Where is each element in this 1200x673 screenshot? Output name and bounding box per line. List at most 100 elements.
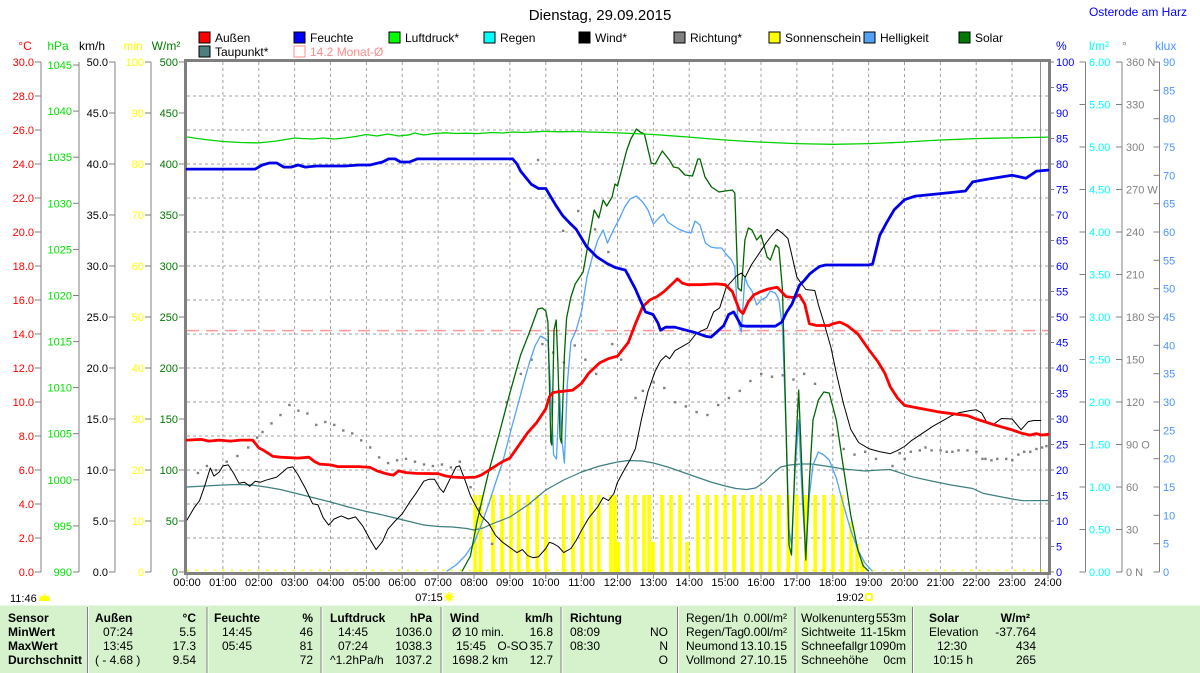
svg-text:0.0: 0.0 <box>93 567 108 579</box>
svg-text:5.00: 5.00 <box>1089 142 1110 154</box>
svg-text:1015: 1015 <box>48 337 72 349</box>
svg-text:85: 85 <box>1163 85 1175 97</box>
svg-text:Schneehöhe: Schneehöhe <box>801 653 869 667</box>
svg-text:360 N: 360 N <box>1126 57 1155 69</box>
svg-text:150: 150 <box>160 414 178 426</box>
svg-text:70: 70 <box>1163 170 1175 182</box>
svg-text:6.0: 6.0 <box>19 465 34 477</box>
svg-text:1035: 1035 <box>48 152 72 164</box>
svg-text:12.0: 12.0 <box>13 363 34 375</box>
svg-text:2.50: 2.50 <box>1089 355 1110 367</box>
svg-text:0.0: 0.0 <box>19 567 34 579</box>
svg-text:6.00: 6.00 <box>1089 57 1110 69</box>
svg-text:14:00: 14:00 <box>675 577 703 589</box>
svg-text:100: 100 <box>126 57 144 69</box>
svg-text:N: N <box>659 639 668 653</box>
svg-text:90: 90 <box>1056 108 1068 120</box>
svg-text:13:00: 13:00 <box>640 577 668 589</box>
svg-text:2.00: 2.00 <box>1089 397 1110 409</box>
svg-text:Regen: Regen <box>500 31 535 45</box>
svg-text:10: 10 <box>1163 510 1175 522</box>
svg-text:20.0: 20.0 <box>87 363 108 375</box>
svg-text:35: 35 <box>1056 389 1068 401</box>
svg-text:1030: 1030 <box>48 198 72 210</box>
svg-text:1025: 1025 <box>48 244 72 256</box>
svg-text:300: 300 <box>160 261 178 273</box>
svg-text:00:00: 00:00 <box>173 577 201 589</box>
svg-text:50: 50 <box>1056 312 1068 324</box>
svg-text:°C: °C <box>183 611 197 625</box>
svg-text:06:00: 06:00 <box>388 577 416 589</box>
svg-text:07:24: 07:24 <box>338 639 368 653</box>
svg-text:18:00: 18:00 <box>819 577 847 589</box>
svg-text:Vollmond: Vollmond <box>686 653 735 667</box>
svg-text:1037.2: 1037.2 <box>395 653 432 667</box>
svg-text:55: 55 <box>1163 255 1175 267</box>
svg-text:22:00: 22:00 <box>962 577 990 589</box>
svg-text:0.00l/m²: 0.00l/m² <box>744 611 787 625</box>
svg-text:km/h: km/h <box>79 39 105 53</box>
svg-text:0: 0 <box>172 567 178 579</box>
svg-text:W/m²: W/m² <box>1001 611 1030 625</box>
svg-text:Außen: Außen <box>215 31 250 45</box>
svg-text:14:45: 14:45 <box>222 625 252 639</box>
svg-text:20: 20 <box>1163 454 1175 466</box>
svg-text:0: 0 <box>138 567 144 579</box>
svg-text:Sensor: Sensor <box>8 611 49 625</box>
svg-text:60: 60 <box>1163 227 1175 239</box>
svg-text:40.0: 40.0 <box>87 159 108 171</box>
svg-text:25: 25 <box>1056 440 1068 452</box>
svg-text:Regen/1h: Regen/1h <box>686 611 738 625</box>
svg-text:75: 75 <box>1056 185 1068 197</box>
svg-text:5.5: 5.5 <box>179 625 196 639</box>
svg-text:45.0: 45.0 <box>87 108 108 120</box>
svg-text:65: 65 <box>1163 199 1175 211</box>
svg-text:35: 35 <box>1163 369 1175 381</box>
svg-text:Solar: Solar <box>975 31 1003 45</box>
svg-text:5.0: 5.0 <box>93 516 108 528</box>
svg-text:10:15 h: 10:15 h <box>933 653 973 667</box>
svg-text:05:00: 05:00 <box>353 577 381 589</box>
svg-text:60: 60 <box>132 261 144 273</box>
svg-text:995: 995 <box>54 521 72 533</box>
svg-text:04:00: 04:00 <box>317 577 345 589</box>
svg-text:km/h: km/h <box>525 611 553 625</box>
svg-text:26.0: 26.0 <box>13 125 34 137</box>
svg-text:Durchschnitt: Durchschnitt <box>8 653 82 667</box>
svg-text:75: 75 <box>1163 142 1175 154</box>
svg-text:Sichtweite: Sichtweite <box>801 625 856 639</box>
svg-text:Richtung: Richtung <box>570 611 622 625</box>
svg-text:17.3: 17.3 <box>173 639 197 653</box>
svg-text:30: 30 <box>132 414 144 426</box>
svg-text:81: 81 <box>300 639 314 653</box>
svg-text:27.10.15: 27.10.15 <box>740 653 787 667</box>
svg-text:12.7: 12.7 <box>530 653 554 667</box>
svg-text:35.7: 35.7 <box>530 639 554 653</box>
svg-text:( - 4.68 ): ( - 4.68 ) <box>95 653 140 667</box>
svg-text:Ø 10 min.: Ø 10 min. <box>452 625 504 639</box>
svg-text:1.00: 1.00 <box>1089 482 1110 494</box>
svg-text:60: 60 <box>1056 261 1068 273</box>
svg-text:45: 45 <box>1163 312 1175 324</box>
svg-text:Richtung*: Richtung* <box>690 31 742 45</box>
svg-text:hPa: hPa <box>410 611 432 625</box>
svg-text:W/m²: W/m² <box>152 39 181 53</box>
svg-text:24.0: 24.0 <box>13 159 34 171</box>
svg-text:15:45: 15:45 <box>456 639 486 653</box>
svg-text:20: 20 <box>132 465 144 477</box>
svg-text:450: 450 <box>160 108 178 120</box>
svg-text:10: 10 <box>1056 516 1068 528</box>
svg-text:Taupunkt*: Taupunkt* <box>215 45 269 59</box>
svg-text:25: 25 <box>1163 425 1175 437</box>
svg-text:30: 30 <box>1056 414 1068 426</box>
svg-text:20:00: 20:00 <box>891 577 919 589</box>
svg-text:210: 210 <box>1126 270 1144 282</box>
svg-text:13.10.15: 13.10.15 <box>740 639 787 653</box>
svg-text:1000: 1000 <box>48 475 72 487</box>
svg-text:1036.0: 1036.0 <box>395 625 432 639</box>
svg-text:22.0: 22.0 <box>13 193 34 205</box>
svg-text:Außen: Außen <box>95 611 132 625</box>
svg-text:200: 200 <box>160 363 178 375</box>
svg-text:30.0: 30.0 <box>87 261 108 273</box>
svg-text:1.50: 1.50 <box>1089 440 1110 452</box>
